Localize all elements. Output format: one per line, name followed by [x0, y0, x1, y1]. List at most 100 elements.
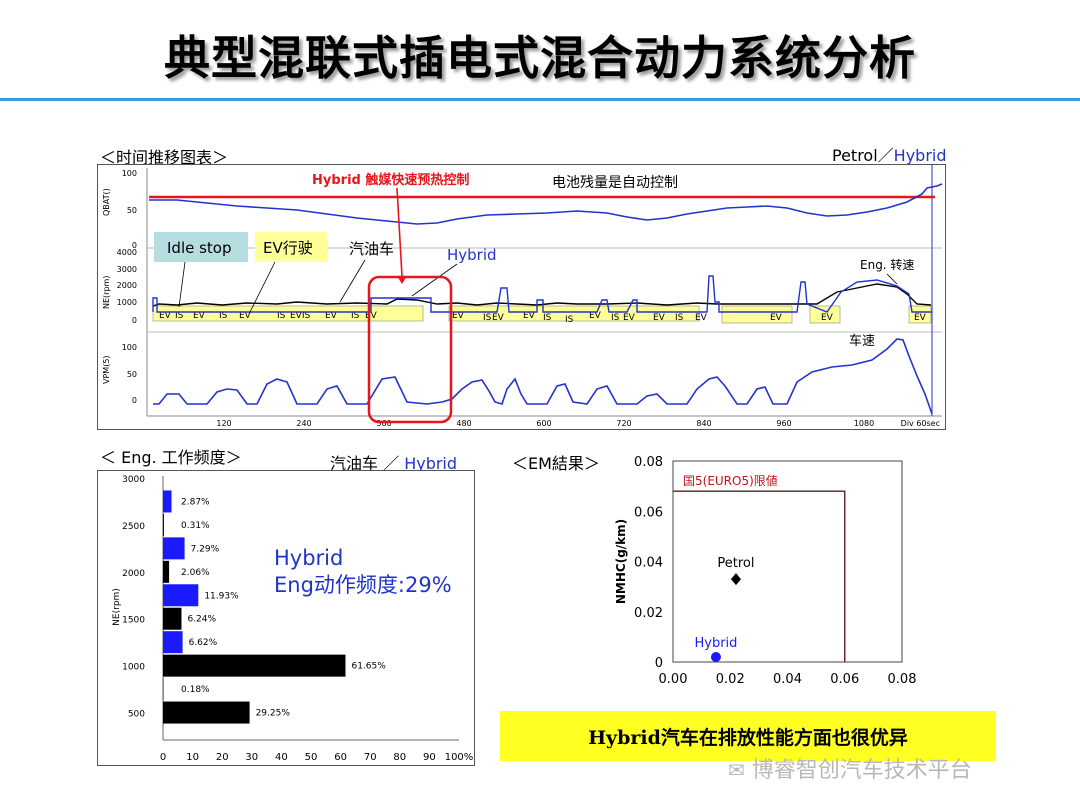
mode-is: IS: [219, 311, 228, 321]
euro5-limit-label: 国5(EURO5)限値: [683, 473, 778, 488]
idle-stop-label-box: [154, 232, 248, 262]
em-x-tick: 0.08: [888, 672, 917, 687]
slide-title: 典型混联式插电式混合动力系统分析: [164, 31, 916, 85]
freq-y-tick: 2500: [122, 522, 145, 532]
mode-strip-ev-long: [721, 305, 793, 324]
mode-ev: EV: [589, 311, 602, 321]
ne-tick: 2000: [117, 281, 137, 290]
freq-bar: [163, 678, 164, 701]
x-tick: 480: [456, 419, 471, 428]
freq-bar: [163, 560, 170, 583]
mode-ev: EV: [623, 313, 636, 323]
mode-ev: EV: [452, 311, 465, 321]
x-tick: 720: [616, 419, 631, 428]
em-x-tick: 0.06: [830, 672, 859, 687]
pointer-hybrid: [411, 263, 458, 297]
ne-tick: 0: [132, 316, 137, 325]
petrol-car-label: 汽油车: [349, 240, 394, 258]
freq-x-tick: 0: [160, 752, 166, 763]
pointer-petrol-car: [339, 259, 366, 303]
panel-label-ne: NE(rpm): [102, 276, 111, 309]
mode-strip-ev-end: [908, 305, 932, 324]
freq-chart-section-label: ＜ Eng. 工作频度＞: [100, 448, 242, 467]
em-chart: 0.000.020.040.060.0800.020.040.060.08NO …: [614, 455, 917, 687]
euro5-limit-box: [673, 490, 846, 662]
em-y-label: NMHC(g/km): [614, 519, 628, 604]
freq-chart: 3000 2500 2000 1500 1000 500 0 10 20 30 40 50 60 70 80…: [97, 470, 475, 766]
qbat-tick: 50: [127, 206, 137, 215]
em-y-tick: 0.06: [634, 505, 663, 520]
mode-ev: EV: [193, 311, 206, 321]
mode-strip-left: [152, 305, 424, 322]
mode-strip-ev-short: [809, 305, 841, 324]
x-tick: 1080: [854, 419, 874, 428]
mode-evis: EVIS: [290, 311, 310, 321]
mode-ev: EV: [821, 313, 834, 323]
panel-label-qbat: QBAT(): [102, 188, 111, 216]
mode-is: IS: [565, 315, 574, 325]
freq-y-tick: 1500: [122, 616, 145, 626]
ev-drive-label: EV行驶: [263, 239, 313, 257]
qbat-tick: 0: [132, 241, 137, 250]
eng-speed-label: Eng. 转速: [860, 257, 914, 272]
freq-x-tick: 70: [364, 752, 377, 763]
speed-tick: 0: [132, 396, 137, 405]
panel-label-speed: VPM(5): [102, 355, 111, 384]
em-point-label-petrol: Petrol: [717, 556, 754, 571]
freq-bar-value-label: 2.06%: [181, 568, 210, 578]
ne-tick: 3000: [117, 265, 137, 274]
mode-is: IS: [351, 311, 360, 321]
x-div-label: Div 60sec: [901, 419, 940, 428]
title-divider: [0, 98, 1080, 101]
watermark-text: 博睿智创汽车技术平台: [751, 758, 972, 783]
freq-x-tick: 20: [216, 752, 229, 763]
legend-petrol: Petrol／: [832, 146, 894, 165]
mode-is: IS: [543, 313, 552, 323]
speed-tick: 50: [127, 370, 137, 379]
em-x-tick: 0.00: [659, 672, 688, 687]
freq-x-tick: 50: [305, 752, 318, 763]
mode-ev: EV: [492, 313, 505, 323]
freq-annotation-line1: Hybrid: [274, 546, 344, 570]
time-chart: QBAT() NE(rpm) VPM(5) 100 50 0 4000 3000…: [97, 164, 946, 430]
em-point-petrol: [730, 573, 741, 586]
hybrid-trace-label: Hybrid: [447, 246, 497, 264]
freq-y-tick: 3000: [122, 475, 145, 485]
soc-curve: [149, 183, 943, 225]
mode-is: IS: [277, 311, 286, 321]
mode-is: IS: [175, 311, 184, 321]
freq-bar-value-label: 29.25%: [256, 709, 291, 719]
freq-bar: [163, 490, 172, 513]
freq-bar-value-label: 11.93%: [204, 591, 239, 601]
vehicle-speed-curve: [153, 338, 933, 415]
mode-is: IS: [611, 313, 620, 323]
em-chart-section-label: ＜EM結果＞: [512, 454, 600, 473]
pointer-ev-drive: [248, 261, 276, 315]
idle-stop-label: Idle stop: [167, 239, 232, 257]
em-y-tick: 0.04: [634, 556, 663, 571]
x-tick: 240: [296, 419, 311, 428]
freq-bar-value-label: 0.31%: [181, 521, 210, 531]
em-x-tick: 0.04: [773, 672, 802, 687]
freq-y-tick: 500: [128, 710, 145, 720]
pointer-eng-speed: [886, 273, 898, 285]
x-tick: 120: [216, 419, 231, 428]
freq-x-tick: 100%: [445, 752, 474, 763]
freq-x-tick: 60: [334, 752, 347, 763]
freq-bar-value-label: 2.87%: [181, 497, 210, 507]
freq-y-tick: 2000: [122, 569, 145, 579]
em-point-hybrid: [710, 651, 721, 662]
freq-bar-value-label: 6.62%: [189, 638, 218, 648]
freq-annotation: Hybrid Eng动作频度:29%: [274, 545, 452, 599]
freq-bar-value-label: 61.65%: [351, 662, 386, 672]
pointer-idle-stop: [178, 261, 186, 308]
mode-ev: EV: [914, 313, 927, 323]
watermark: ✉ 博睿智创汽车技术平台: [728, 752, 972, 784]
freq-x-tick: 90: [423, 752, 436, 763]
freq-bar: [163, 537, 185, 560]
ne-tick: 4000: [117, 248, 137, 257]
qbat-tick: 100: [122, 169, 137, 178]
time-chart-fuel-legend: Petrol／Hybrid: [832, 142, 947, 166]
mode-ev: EV: [523, 311, 536, 321]
mode-ev: EV: [770, 313, 783, 323]
